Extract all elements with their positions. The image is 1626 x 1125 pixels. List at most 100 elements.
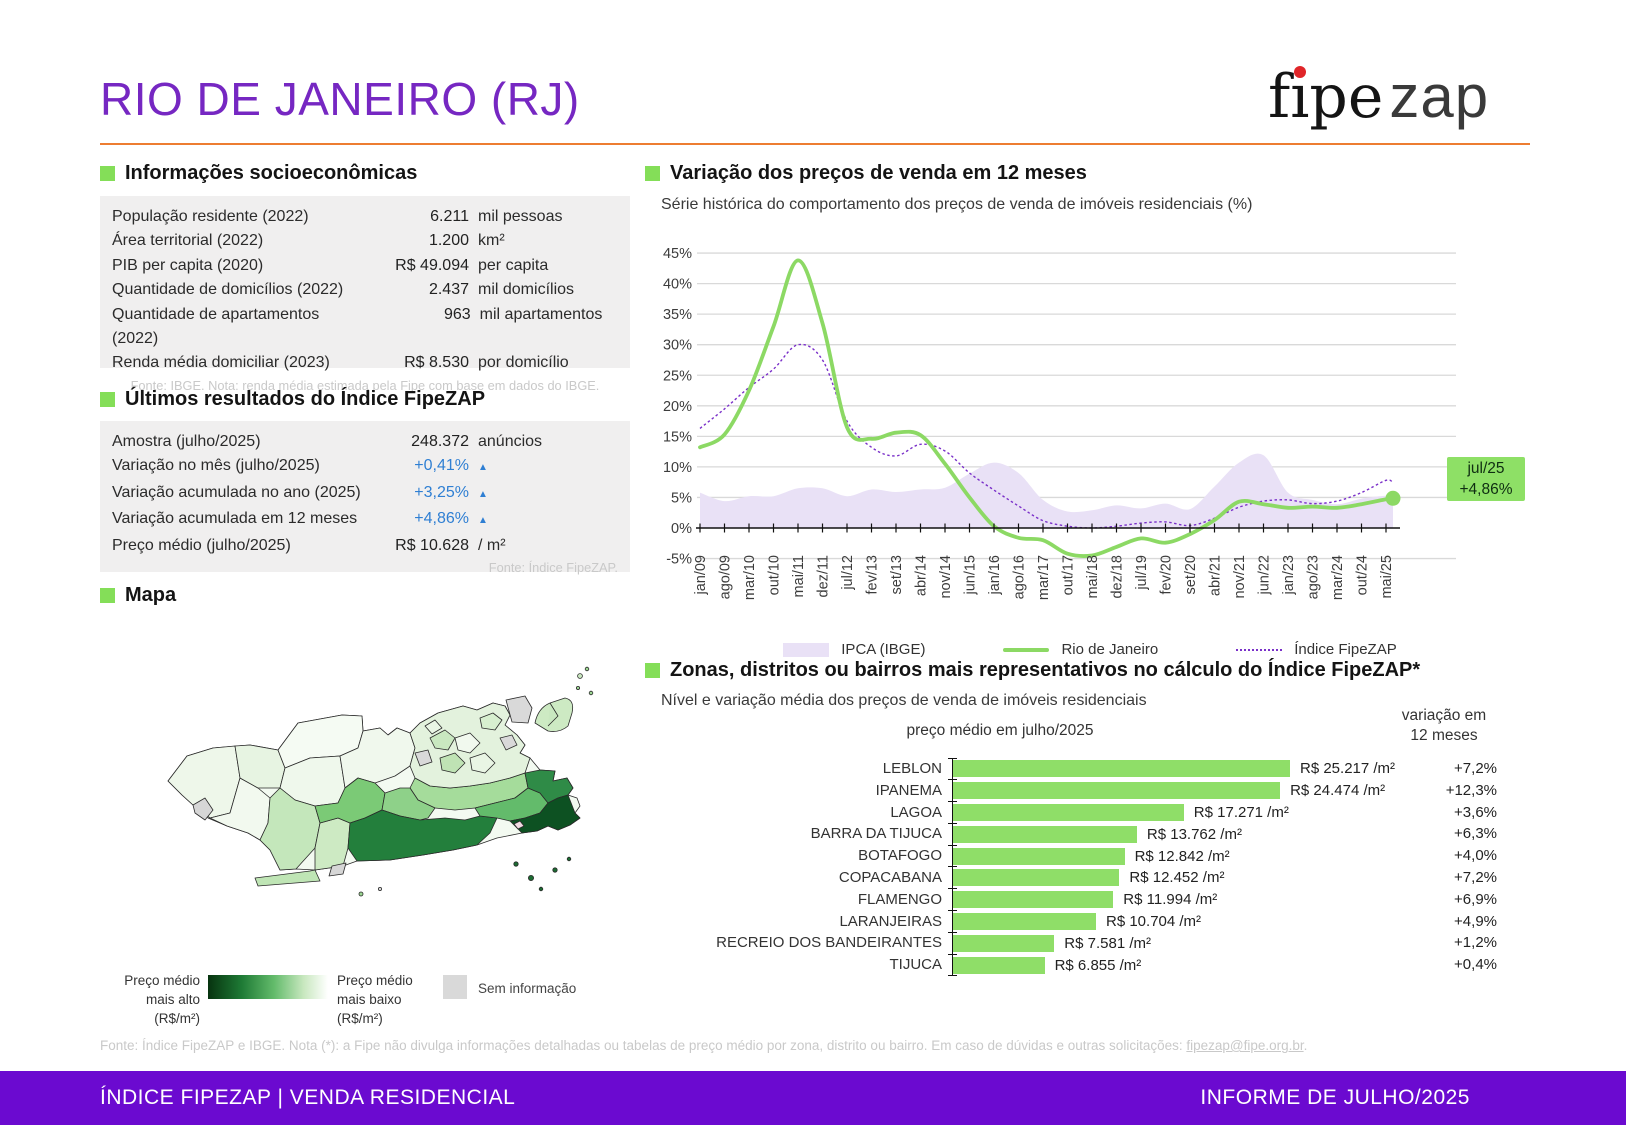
row-unit: mil apartamentos bbox=[479, 305, 603, 323]
y-tick-label: 40% bbox=[663, 277, 692, 293]
bar-row: R$ 11.994 /m² bbox=[948, 888, 1413, 911]
latest-point-dot bbox=[1385, 490, 1401, 506]
legend-item-fipezap: Índice FipeZAP bbox=[1236, 641, 1397, 658]
bairro-name: LARANJEIRAS bbox=[839, 912, 942, 930]
variation-value: +3,6% bbox=[1454, 803, 1497, 821]
variation-value: +4,0% bbox=[1454, 847, 1497, 865]
row-unit: por domicílio bbox=[478, 354, 569, 372]
logo-fipe-pe: pe bbox=[1309, 62, 1384, 132]
x-tick-label: ago/09 bbox=[718, 555, 734, 599]
callout-value: +4,86% bbox=[1459, 481, 1513, 498]
bairro-name: FLAMENGO bbox=[857, 890, 942, 908]
variation-value: +7,2% bbox=[1454, 760, 1497, 777]
map-legend-low: Preço médio mais baixo (R$/m²) bbox=[337, 971, 447, 1028]
price-value: R$ 17.271 /m² bbox=[1193, 803, 1289, 821]
x-tick-label: dez/11 bbox=[816, 555, 832, 597]
footer-note: Fonte: Índice FipeZAP e IBGE. Nota (*): … bbox=[100, 1038, 1530, 1053]
chart-x-axis bbox=[696, 523, 1400, 533]
bairro-name: BARRA DA TIJUCA bbox=[810, 825, 942, 843]
bairros-variations: +7,2% +12,3% +3,6% +6,3% +4,0% +7,2% +6,9% +4,9… bbox=[1402, 758, 1497, 976]
row-value: R$ 8.530 bbox=[404, 354, 469, 372]
table-row: Preço médio (julho/2025) R$ 10.628 / m² bbox=[112, 534, 618, 558]
price-value: R$ 6.855 /m² bbox=[1054, 956, 1142, 974]
variation-value: +6,9% bbox=[1454, 890, 1497, 908]
row-label: Amostra (julho/2025) bbox=[112, 433, 261, 450]
x-tick-label: jun/15 bbox=[963, 555, 979, 596]
variation-value: +4,9% bbox=[1454, 912, 1497, 930]
row-label: Variação no mês (julho/2025) bbox=[112, 457, 320, 475]
axis-tick bbox=[948, 866, 957, 868]
price-value: R$ 13.762 /m² bbox=[1146, 825, 1242, 843]
column-header-price: preço médio em julho/2025 bbox=[906, 722, 1094, 739]
x-tick-label: jan/16 bbox=[987, 555, 1003, 596]
y-tick-label: 25% bbox=[663, 368, 692, 384]
variation-value: +12,3% bbox=[1445, 781, 1497, 799]
table-row: Variação acumulada em 12 meses +4,86% ▲ bbox=[112, 507, 618, 533]
x-tick-label: ago/23 bbox=[1306, 555, 1322, 599]
bairro-name: BOTAFOGO bbox=[858, 847, 942, 865]
row-value: 2.437 bbox=[428, 281, 469, 299]
map-legend-low-line1: Preço médio bbox=[337, 973, 413, 988]
row-label: PIB per capita (2020) bbox=[112, 256, 264, 274]
x-tick-label: mai/25 bbox=[1379, 555, 1395, 599]
rio-line bbox=[698, 258, 1395, 558]
bairros-bar-chart: R$ 25.217 /m² R$ 24.474 /m² R$ 17.271 /m² R… bbox=[948, 757, 1413, 977]
x-tick-label: dez/18 bbox=[1110, 555, 1126, 599]
price-bar bbox=[953, 782, 1281, 800]
logo-fipe-i: ı bbox=[1290, 62, 1309, 132]
x-tick-label: mar/24 bbox=[1330, 555, 1346, 600]
x-tick-label: fev/20 bbox=[1159, 555, 1175, 595]
map-legend-low-line3: (R$/m²) bbox=[337, 1011, 383, 1026]
section-bullet-icon bbox=[645, 663, 660, 678]
variation-value: +0,4% bbox=[1454, 956, 1497, 974]
bar-row: R$ 7.581 /m² bbox=[948, 931, 1413, 954]
x-tick-label: jan/09 bbox=[693, 555, 709, 596]
rio-line-swatch-icon bbox=[1003, 647, 1050, 652]
y-tick-label: 30% bbox=[663, 338, 692, 354]
bairros-subtitle: Nível e variação média dos preços de ven… bbox=[661, 692, 1147, 709]
section-heading: Informações socioeconômicas bbox=[125, 162, 418, 184]
contact-email-link[interactable]: fipezap@fipe.org.br bbox=[1186, 1038, 1304, 1053]
price-value: R$ 24.474 /m² bbox=[1290, 782, 1386, 800]
bar-row: R$ 13.762 /m² bbox=[948, 822, 1413, 845]
callout-date: jul/25 bbox=[1467, 460, 1505, 477]
chart-subtitle: Série histórica do comportamento dos pre… bbox=[661, 196, 1253, 213]
legend-label: Rio de Janeiro bbox=[1061, 641, 1159, 658]
axis-tick bbox=[948, 822, 957, 824]
bar-row: R$ 10.704 /m² bbox=[948, 910, 1413, 933]
y-tick-label: 0% bbox=[671, 521, 692, 537]
axis-tick bbox=[948, 975, 957, 977]
bairro-name: IPANEMA bbox=[875, 781, 942, 799]
footer-text: Fonte: Índice FipeZAP e IBGE. Nota (*): … bbox=[100, 1038, 1187, 1053]
section-heading: Variação dos preços de venda em 12 meses bbox=[670, 162, 1087, 184]
row-unit: mil pessoas bbox=[478, 208, 563, 225]
x-tick-label: nov/21 bbox=[1232, 555, 1248, 599]
bar-row: R$ 17.271 /m² bbox=[948, 801, 1413, 824]
ipca-area bbox=[700, 453, 1393, 528]
section-heading: Mapa bbox=[125, 584, 177, 606]
legend-item-rio: Rio de Janeiro bbox=[1003, 641, 1158, 658]
x-tick-label: set/20 bbox=[1183, 555, 1199, 595]
x-tick-label: jul/12 bbox=[840, 555, 856, 591]
bar-row: R$ 12.452 /m² bbox=[948, 866, 1413, 889]
row-unit: / m² bbox=[478, 536, 506, 554]
section-bullet-icon bbox=[100, 588, 115, 603]
section-map: Mapa bbox=[100, 584, 176, 607]
section-price-variation: Variação dos preços de venda em 12 meses bbox=[645, 162, 1087, 185]
chart-gridlines bbox=[697, 252, 1456, 560]
row-label: Preço médio (julho/2025) bbox=[112, 536, 291, 554]
bottom-bar: ÍNDICE FIPEZAP | VENDA RESIDENCIAL INFOR… bbox=[0, 1071, 1626, 1125]
row-value: 963 bbox=[443, 305, 471, 323]
chart-x-axis-labels: jan/09 ago/09 mar/10 out/10 mai/11 dez/11 jul/… bbox=[693, 555, 1395, 600]
x-tick-label: nov/14 bbox=[938, 555, 954, 599]
section-bullet-icon bbox=[100, 166, 115, 181]
axis-tick bbox=[948, 779, 957, 781]
axis-tick bbox=[948, 801, 957, 803]
x-tick-label: mar/17 bbox=[1036, 555, 1052, 600]
results-table: Amostra (julho/2025) 248.372 anúncios Varia… bbox=[100, 421, 630, 575]
table-row: PIB per capita (2020) R$ 49.094 per capita bbox=[112, 254, 618, 278]
bottom-bar-right: INFORME DE JULHO/2025 bbox=[1200, 1086, 1470, 1109]
fipezap-dotted-swatch-icon bbox=[1236, 648, 1283, 651]
y-tick-label: 20% bbox=[663, 399, 692, 415]
row-label: Quantidade de apartamentos (2022) bbox=[112, 305, 320, 348]
